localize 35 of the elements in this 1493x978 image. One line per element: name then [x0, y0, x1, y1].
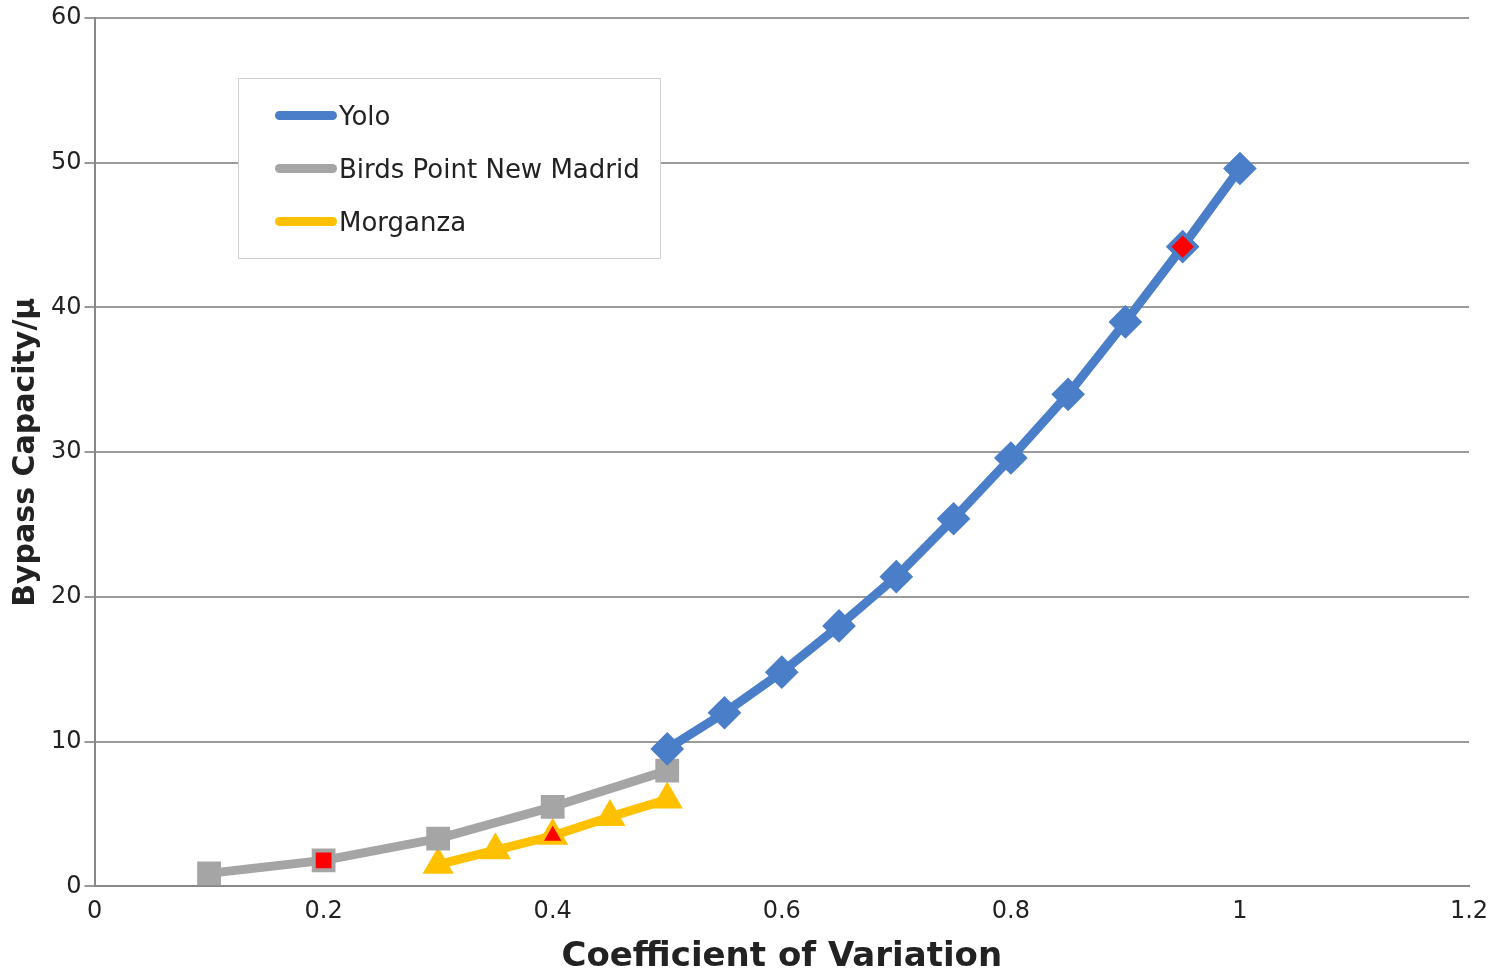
x-axis-title: Coefficient of Variation: [561, 934, 1003, 975]
y-axis-title: Bypass Capacity/μ: [5, 297, 41, 607]
x-tick-label: 0.2: [304, 896, 343, 925]
y-tick-label: 30: [50, 436, 82, 465]
y-tick-label: 10: [50, 725, 82, 754]
point: [1052, 378, 1085, 411]
x-tick-label: 0.6: [762, 896, 801, 925]
point: [880, 560, 913, 593]
point: [708, 696, 741, 729]
point: [1109, 305, 1142, 338]
x-tick-label: 0.8: [991, 896, 1030, 925]
y-tick-label: 0: [66, 870, 82, 899]
point: [311, 848, 336, 873]
point: [655, 758, 680, 783]
point: [1166, 230, 1199, 263]
y-tick-label: 60: [50, 2, 82, 31]
legend-label: Morganza: [339, 206, 467, 237]
point: [937, 502, 970, 535]
point: [651, 732, 684, 765]
legend-label: Birds Point New Madrid: [339, 153, 640, 184]
point: [197, 861, 221, 886]
point: [994, 441, 1027, 474]
point: [540, 794, 565, 819]
x-tick-label: 1: [1232, 896, 1248, 925]
x-tick-label: 0: [86, 896, 103, 925]
x-tick-label: 0.4: [533, 896, 572, 925]
y-tick-label: 50: [50, 146, 82, 175]
point: [426, 826, 451, 851]
y-tick-label: 20: [50, 581, 82, 610]
point: [1223, 152, 1256, 185]
point: [823, 609, 856, 642]
y-tick-label: 40: [50, 291, 82, 320]
legend-label: Yolo: [339, 100, 391, 131]
x-tick-label: 1.2: [1449, 896, 1489, 925]
point: [765, 656, 798, 689]
